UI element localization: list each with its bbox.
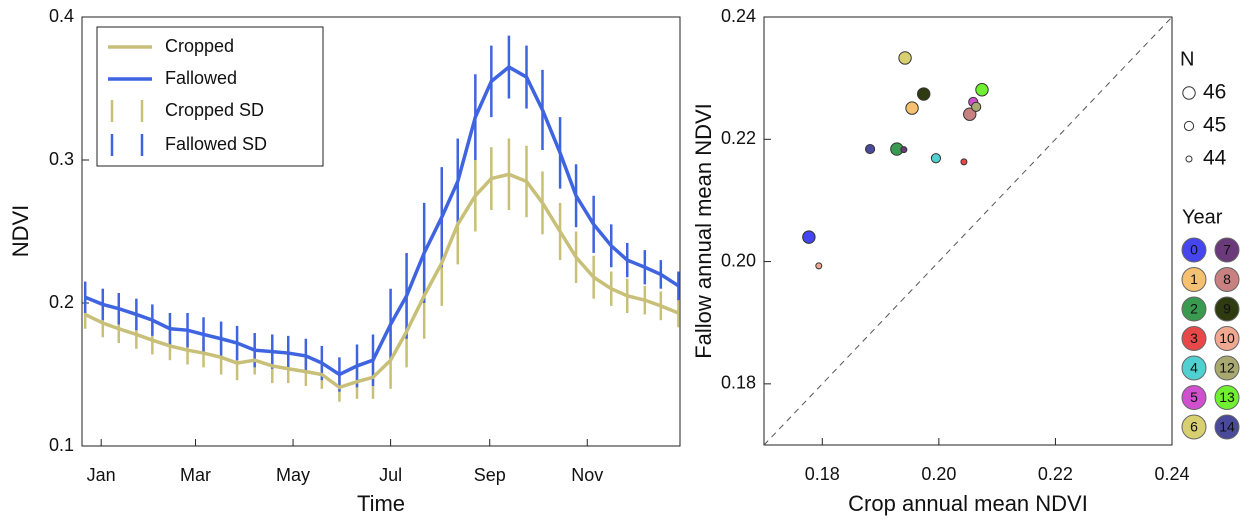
series-line [84,64,680,377]
legend-label: 2 [1190,301,1198,317]
legend-marker [1214,414,1240,440]
legend-label: 12 [1219,360,1235,376]
size-legend-label: 44 [1203,147,1227,170]
legend-label: 0 [1190,242,1198,258]
x-tick-label: Jan [87,465,116,485]
size-legend-label: 45 [1203,114,1226,137]
size-legend-marker [1182,86,1196,100]
legend-marker [1181,355,1207,381]
plot-frame [81,16,681,447]
plot-frame [763,16,1173,446]
legend-label: 3 [1190,330,1198,346]
point [975,83,989,97]
legend-box [96,26,324,167]
x-tick-label: Nov [571,465,603,485]
legend-marker [1214,355,1240,381]
legend-label: 6 [1190,419,1198,435]
legend-label: 7 [1223,242,1231,258]
point [905,101,919,115]
x-tick-label: Sep [474,465,506,485]
legend-label: 9 [1223,301,1231,317]
point [963,107,977,121]
legend-label: 4 [1190,360,1198,376]
size-legend-marker [1183,120,1195,132]
point [864,143,876,155]
legend-marker [1181,385,1207,410]
legend-marker [1181,326,1207,351]
y-tick-label: 0.22 [721,128,756,148]
identity-line [763,16,1173,446]
series-line [84,172,680,390]
legend-marker [1214,385,1240,410]
legend-label: Fallowed [165,68,237,88]
legend-marker [1214,326,1240,351]
legend-title: Year [1182,206,1223,228]
point [917,87,931,101]
x-tick-label: Mar [180,465,211,485]
legend-marker [1214,237,1240,263]
legend-marker [1181,267,1207,292]
y-tick-label: 0.18 [721,373,756,393]
point [898,51,912,65]
legend-label: 8 [1223,271,1231,287]
x-axis-label: Time [357,491,405,516]
legend-marker [1214,267,1240,292]
x-tick-label: Jul [379,465,402,485]
y-tick-label: 0.20 [721,250,756,270]
size-legend-title: N [1180,48,1194,70]
legend-label: 13 [1219,389,1235,405]
size-legend-marker [1185,155,1193,163]
legend-label: 10 [1219,330,1235,346]
x-tick-label: 0.22 [1038,464,1073,484]
y-tick-label: 0.2 [49,292,74,312]
y-tick-label: 0.1 [49,435,74,455]
y-axis-label: NDVI [8,205,33,258]
y-axis-label: Fallow annual mean NDVI [691,103,716,359]
legend-marker [1181,414,1207,440]
legend-marker [1181,296,1207,322]
point [815,262,823,270]
legend-label: Cropped SD [165,100,264,120]
x-axis-label: Crop annual mean NDVI [848,491,1088,516]
point [930,153,942,164]
legend-marker [1214,296,1240,322]
y-tick-label: 0.24 [721,6,756,26]
point [971,101,982,112]
size-legend-label: 46 [1203,81,1226,104]
legend-label: 1 [1190,271,1198,287]
x-tick-label: 0.20 [921,464,956,484]
y-tick-label: 0.4 [49,6,74,26]
point [802,230,816,244]
point [960,158,968,166]
legend-label: Fallowed SD [165,134,267,154]
legend-label: 14 [1219,419,1235,435]
legend-label: 5 [1190,389,1198,405]
x-tick-label: 0.18 [805,464,840,484]
legend-label: Cropped [165,36,234,56]
y-tick-label: 0.3 [49,149,74,169]
legend-marker [1181,237,1207,263]
x-tick-label: 0.24 [1154,464,1189,484]
x-tick-label: May [276,465,310,485]
point [900,146,908,154]
